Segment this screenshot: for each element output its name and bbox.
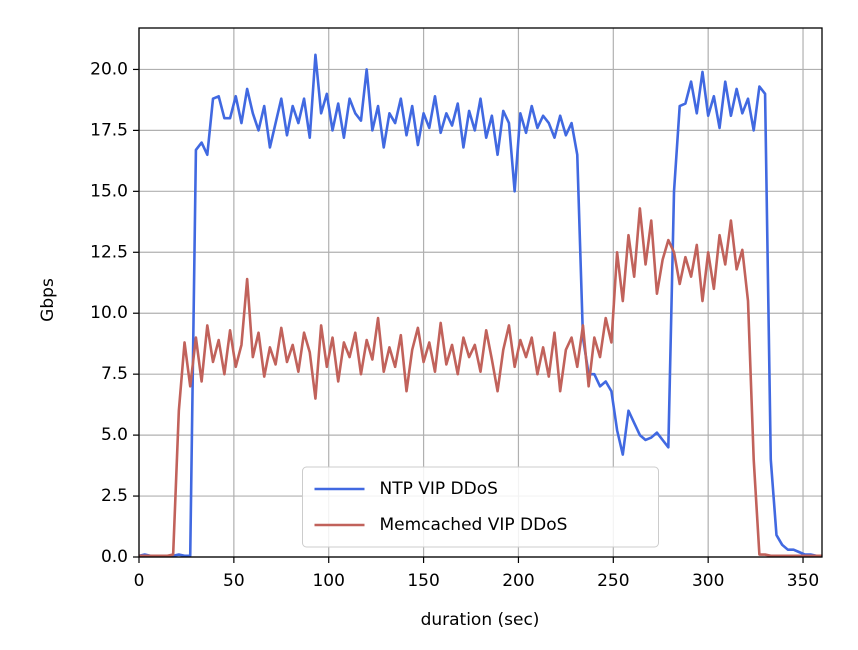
x-tick-label: 350 [787,571,819,591]
y-tick-label: 12.5 [90,242,128,262]
legend-label: Memcached VIP DDoS [380,515,568,535]
data-line [139,53,822,557]
y-tick-label: 5.0 [101,425,128,445]
x-tick-label: 300 [692,571,724,591]
y-tick-label: 7.5 [101,364,128,384]
x-tick-label: 0 [134,571,145,591]
y-tick-label: 10.0 [90,303,128,323]
plot-frame [138,27,823,558]
legend-box [302,466,659,548]
legend-label: NTP VIP DDoS [380,479,498,499]
y-tick-label: 17.5 [90,120,128,140]
y-tick-label: 15.0 [90,181,128,201]
y-tick-label: 20.0 [90,59,128,79]
x-tick-label: 250 [597,571,629,591]
x-tick-label: 100 [312,571,344,591]
x-axis-label: duration (sec) [421,610,540,630]
x-tick-label: 150 [407,571,439,591]
y-axis-label: Gbps [38,278,58,322]
y-tick-label: 2.5 [101,486,128,506]
x-tick-label: 200 [502,571,534,591]
y-tick-label: 0.0 [101,547,128,567]
data-line [139,207,822,557]
x-tick-label: 50 [223,571,245,591]
